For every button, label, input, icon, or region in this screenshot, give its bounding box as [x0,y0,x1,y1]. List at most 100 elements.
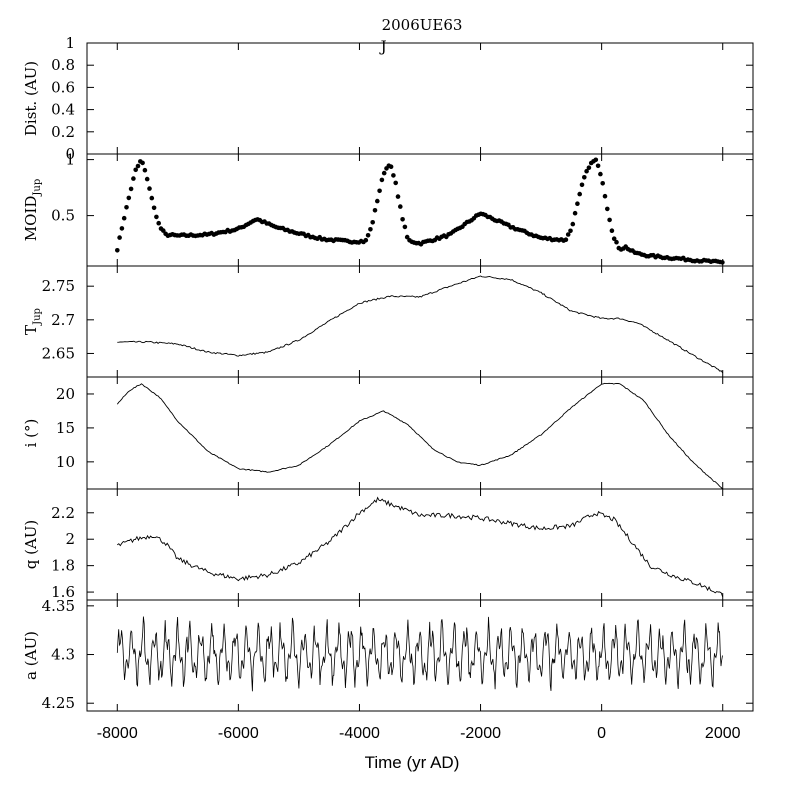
x-axis-label: Time (yr AD) [365,753,460,772]
panel-moid: 0.5 1 MOIDJup [22,151,754,267]
y-axis-label: a (AU) [22,631,40,680]
data-point [609,228,615,233]
panel-annotation: J [379,37,387,55]
data-point [602,193,608,199]
x-tick-label: -2000 [460,725,501,742]
data-point [375,198,380,204]
data-point [395,194,401,199]
y-axis-label: MOIDJup [22,179,43,241]
data-point [151,205,157,211]
data-point [119,226,125,231]
panel-frame [86,42,754,155]
y-tick-label: 1.6 [51,583,75,601]
x-tick-label: -6000 [218,725,259,742]
data-point [124,205,129,210]
data-point [128,186,134,192]
y-tick-label: 4.3 [51,646,75,664]
y-tick-label: 1 [65,34,75,52]
data-point [400,217,405,222]
data-point [363,237,369,243]
data-point [115,248,120,253]
series-moid [115,157,725,265]
data-point [372,208,378,213]
data-point [140,160,145,166]
data-point [593,157,599,163]
data-point [575,201,580,206]
panel-q: 1.6 1.8 2 2.2 q (AU) [22,488,754,601]
data-point [131,176,136,181]
data-point [398,204,403,209]
y-tick-label: 4.35 [42,597,75,615]
data-point [570,221,576,227]
data-point [614,239,619,245]
data-point [388,164,394,169]
data-point [156,220,161,226]
y-tick-label: 2.7 [51,311,75,329]
panel-frame [86,153,754,267]
data-point [402,224,408,230]
y-axis-label: Dist. (AU) [22,61,40,136]
y-axis-label: i (°) [22,419,40,448]
data-point [126,195,132,201]
panel-dist: 0 0.2 0.4 0.6 0.8 1 Dist. (AU) J [22,34,754,163]
series-line-q [117,496,724,598]
data-point [565,232,571,237]
data-point [720,260,725,265]
panel-frame [86,376,754,490]
data-point [568,228,573,234]
data-point [370,220,376,225]
y-tick-label: 15 [56,419,75,437]
x-axis: -8000 -6000 -4000 -2000 0 2000 [97,725,741,742]
data-point [563,237,569,242]
x-tick-label: -8000 [97,725,138,742]
y-tick-label: 2.65 [42,344,75,362]
y-tick-label: 0.8 [51,56,75,74]
x-tick-label: -4000 [339,725,380,742]
data-point [595,163,601,169]
y-axis-label: TJup [22,308,43,335]
panel-a: 4.25 4.3 4.35a (AU) [22,597,754,712]
data-point [584,168,589,174]
chart-title: 2006UE63 [382,16,463,34]
data-point [142,167,148,173]
y-tick-label: 1 [65,151,75,169]
y-tick-label: 0.4 [51,101,75,119]
data-point [154,214,159,220]
panel-incl: 10 15 20 i (°) [22,376,754,490]
series-line-a [116,616,723,692]
data-point [577,191,582,197]
data-point [404,234,410,240]
data-point [133,167,138,173]
data-point [391,173,396,178]
panel-frame [86,265,754,378]
y-tick-label: 10 [56,453,75,471]
y-tick-label: 2.2 [51,504,75,522]
data-point [368,227,373,232]
data-point [605,206,610,212]
data-point [117,235,122,240]
data-point [582,175,587,180]
data-point [579,182,585,188]
y-tick-label: 1.8 [51,557,75,575]
data-point [393,180,399,186]
data-point [598,171,603,177]
data-point [144,176,150,182]
y-tick-label: 0.5 [51,207,75,225]
data-point [586,165,592,170]
y-axis-label: q (AU) [22,520,40,570]
y-tick-label: 0.2 [51,123,75,141]
y-tick-label: 2 [65,530,75,548]
data-point [149,195,155,201]
panel-frame [86,488,754,601]
data-point [135,163,141,169]
series-line-incl [116,382,724,490]
data-point [572,210,578,216]
y-tick-label: 0 [65,145,75,163]
data-point [377,188,382,194]
data-point [611,236,617,241]
y-tick-label: 2.75 [42,277,75,295]
x-tick-label: 0 [597,725,606,742]
data-point [607,217,612,223]
y-tick-label: 20 [56,385,75,403]
